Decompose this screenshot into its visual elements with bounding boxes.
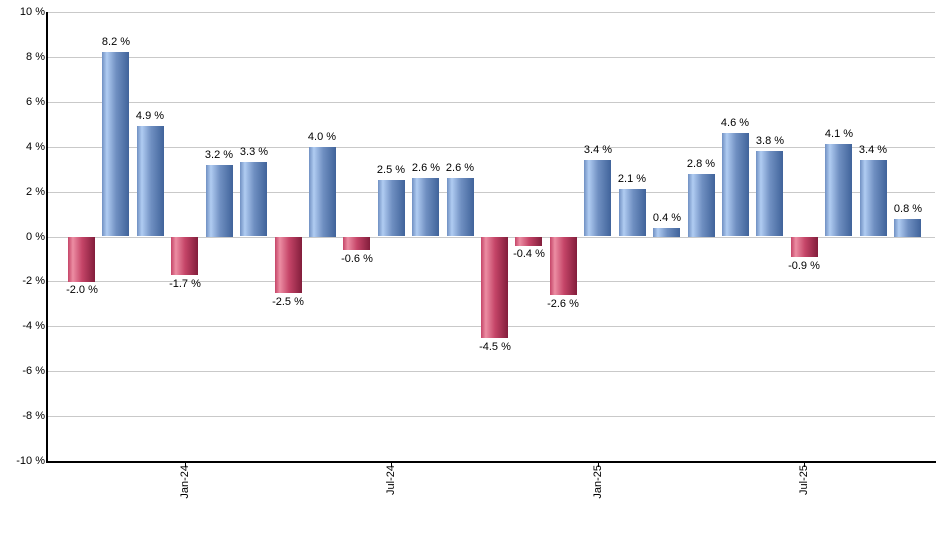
bar-value-label: 3.8 % [755, 135, 785, 147]
bar-value-label: -2.6 % [547, 298, 579, 310]
bar [171, 237, 198, 275]
bar-value-label: 2.8 % [686, 158, 716, 170]
y-tick-label: 2 % [26, 186, 45, 198]
bar-value-label: 8.2 % [101, 36, 131, 48]
bar [791, 237, 818, 257]
x-tick-label: Jul-25 [798, 465, 810, 495]
bar-value-label: -2.5 % [272, 296, 304, 308]
y-tick-label: -8 % [22, 410, 45, 422]
x-tick-label: Jul-24 [385, 465, 397, 495]
bar [206, 165, 233, 237]
bar-value-label: 2.6 % [445, 162, 475, 174]
bar-value-label: -0.6 % [341, 253, 373, 265]
bar-value-label: 4.0 % [307, 131, 337, 143]
bar [240, 162, 267, 236]
bar [619, 189, 646, 236]
y-tick-label: -10 % [16, 455, 45, 467]
bar-value-label: 3.2 % [204, 149, 234, 161]
gridline [48, 147, 935, 148]
x-tick-mark [185, 463, 186, 467]
gridline [48, 371, 935, 372]
bar [550, 237, 577, 295]
gridline [48, 192, 935, 193]
bar [584, 160, 611, 236]
bar [343, 237, 370, 250]
gridline [48, 57, 935, 58]
x-tick-mark [804, 463, 805, 467]
bar-value-label: -2.0 % [66, 284, 98, 296]
bar [412, 178, 439, 236]
y-axis-line [46, 12, 48, 463]
bar-value-label: 4.1 % [824, 128, 854, 140]
bar [515, 237, 542, 246]
gridline [48, 102, 935, 103]
bar [447, 178, 474, 236]
bar-value-label: 2.6 % [411, 162, 441, 174]
bar [481, 237, 508, 338]
bar [309, 147, 336, 237]
y-tick-label: -4 % [22, 320, 45, 332]
bar-value-label: 3.3 % [239, 146, 269, 158]
y-tick-label: 4 % [26, 141, 45, 153]
bar-value-label: -0.4 % [513, 248, 545, 260]
bar [860, 160, 887, 236]
bar [756, 151, 783, 236]
gridline [48, 416, 935, 417]
y-tick-label: 8 % [26, 51, 45, 63]
gridline [48, 12, 935, 13]
y-tick-label: -6 % [22, 365, 45, 377]
y-tick-label: 10 % [19, 6, 45, 18]
bar-value-label: 3.4 % [583, 144, 613, 156]
bar [688, 174, 715, 237]
x-tick-label: Jan-25 [592, 465, 604, 499]
bar [894, 219, 921, 237]
y-tick-label: 0 % [26, 231, 45, 243]
x-tick-mark [598, 463, 599, 467]
bar [378, 180, 405, 236]
bar-value-label: 0.8 % [893, 203, 923, 215]
bar [275, 237, 302, 293]
bar-value-label: -1.7 % [169, 278, 201, 290]
bar-value-label: 4.9 % [135, 110, 165, 122]
bar-value-label: 2.5 % [376, 164, 406, 176]
bar-value-label: -4.5 % [479, 341, 511, 353]
bar-value-label: 3.4 % [858, 144, 888, 156]
bar [722, 133, 749, 236]
x-tick-mark [391, 463, 392, 467]
bar [137, 126, 164, 236]
bar-value-label: 2.1 % [617, 173, 647, 185]
bar [102, 52, 129, 236]
bar-value-label: 4.6 % [720, 117, 750, 129]
bar-value-label: -0.9 % [788, 260, 820, 272]
y-tick-label: 6 % [26, 96, 45, 108]
bar [68, 237, 95, 282]
bar [825, 144, 852, 236]
x-tick-label: Jan-24 [179, 465, 191, 499]
bar [653, 228, 680, 237]
plot-area: -2.0 % 8.2 % 4.9 % -1.7 % 3.2 % 3.3 % -2.5 % 4.… [48, 12, 935, 461]
y-tick-label: -2 % [22, 275, 45, 287]
x-axis-line [46, 461, 936, 463]
bar-value-label: 0.4 % [652, 212, 682, 224]
